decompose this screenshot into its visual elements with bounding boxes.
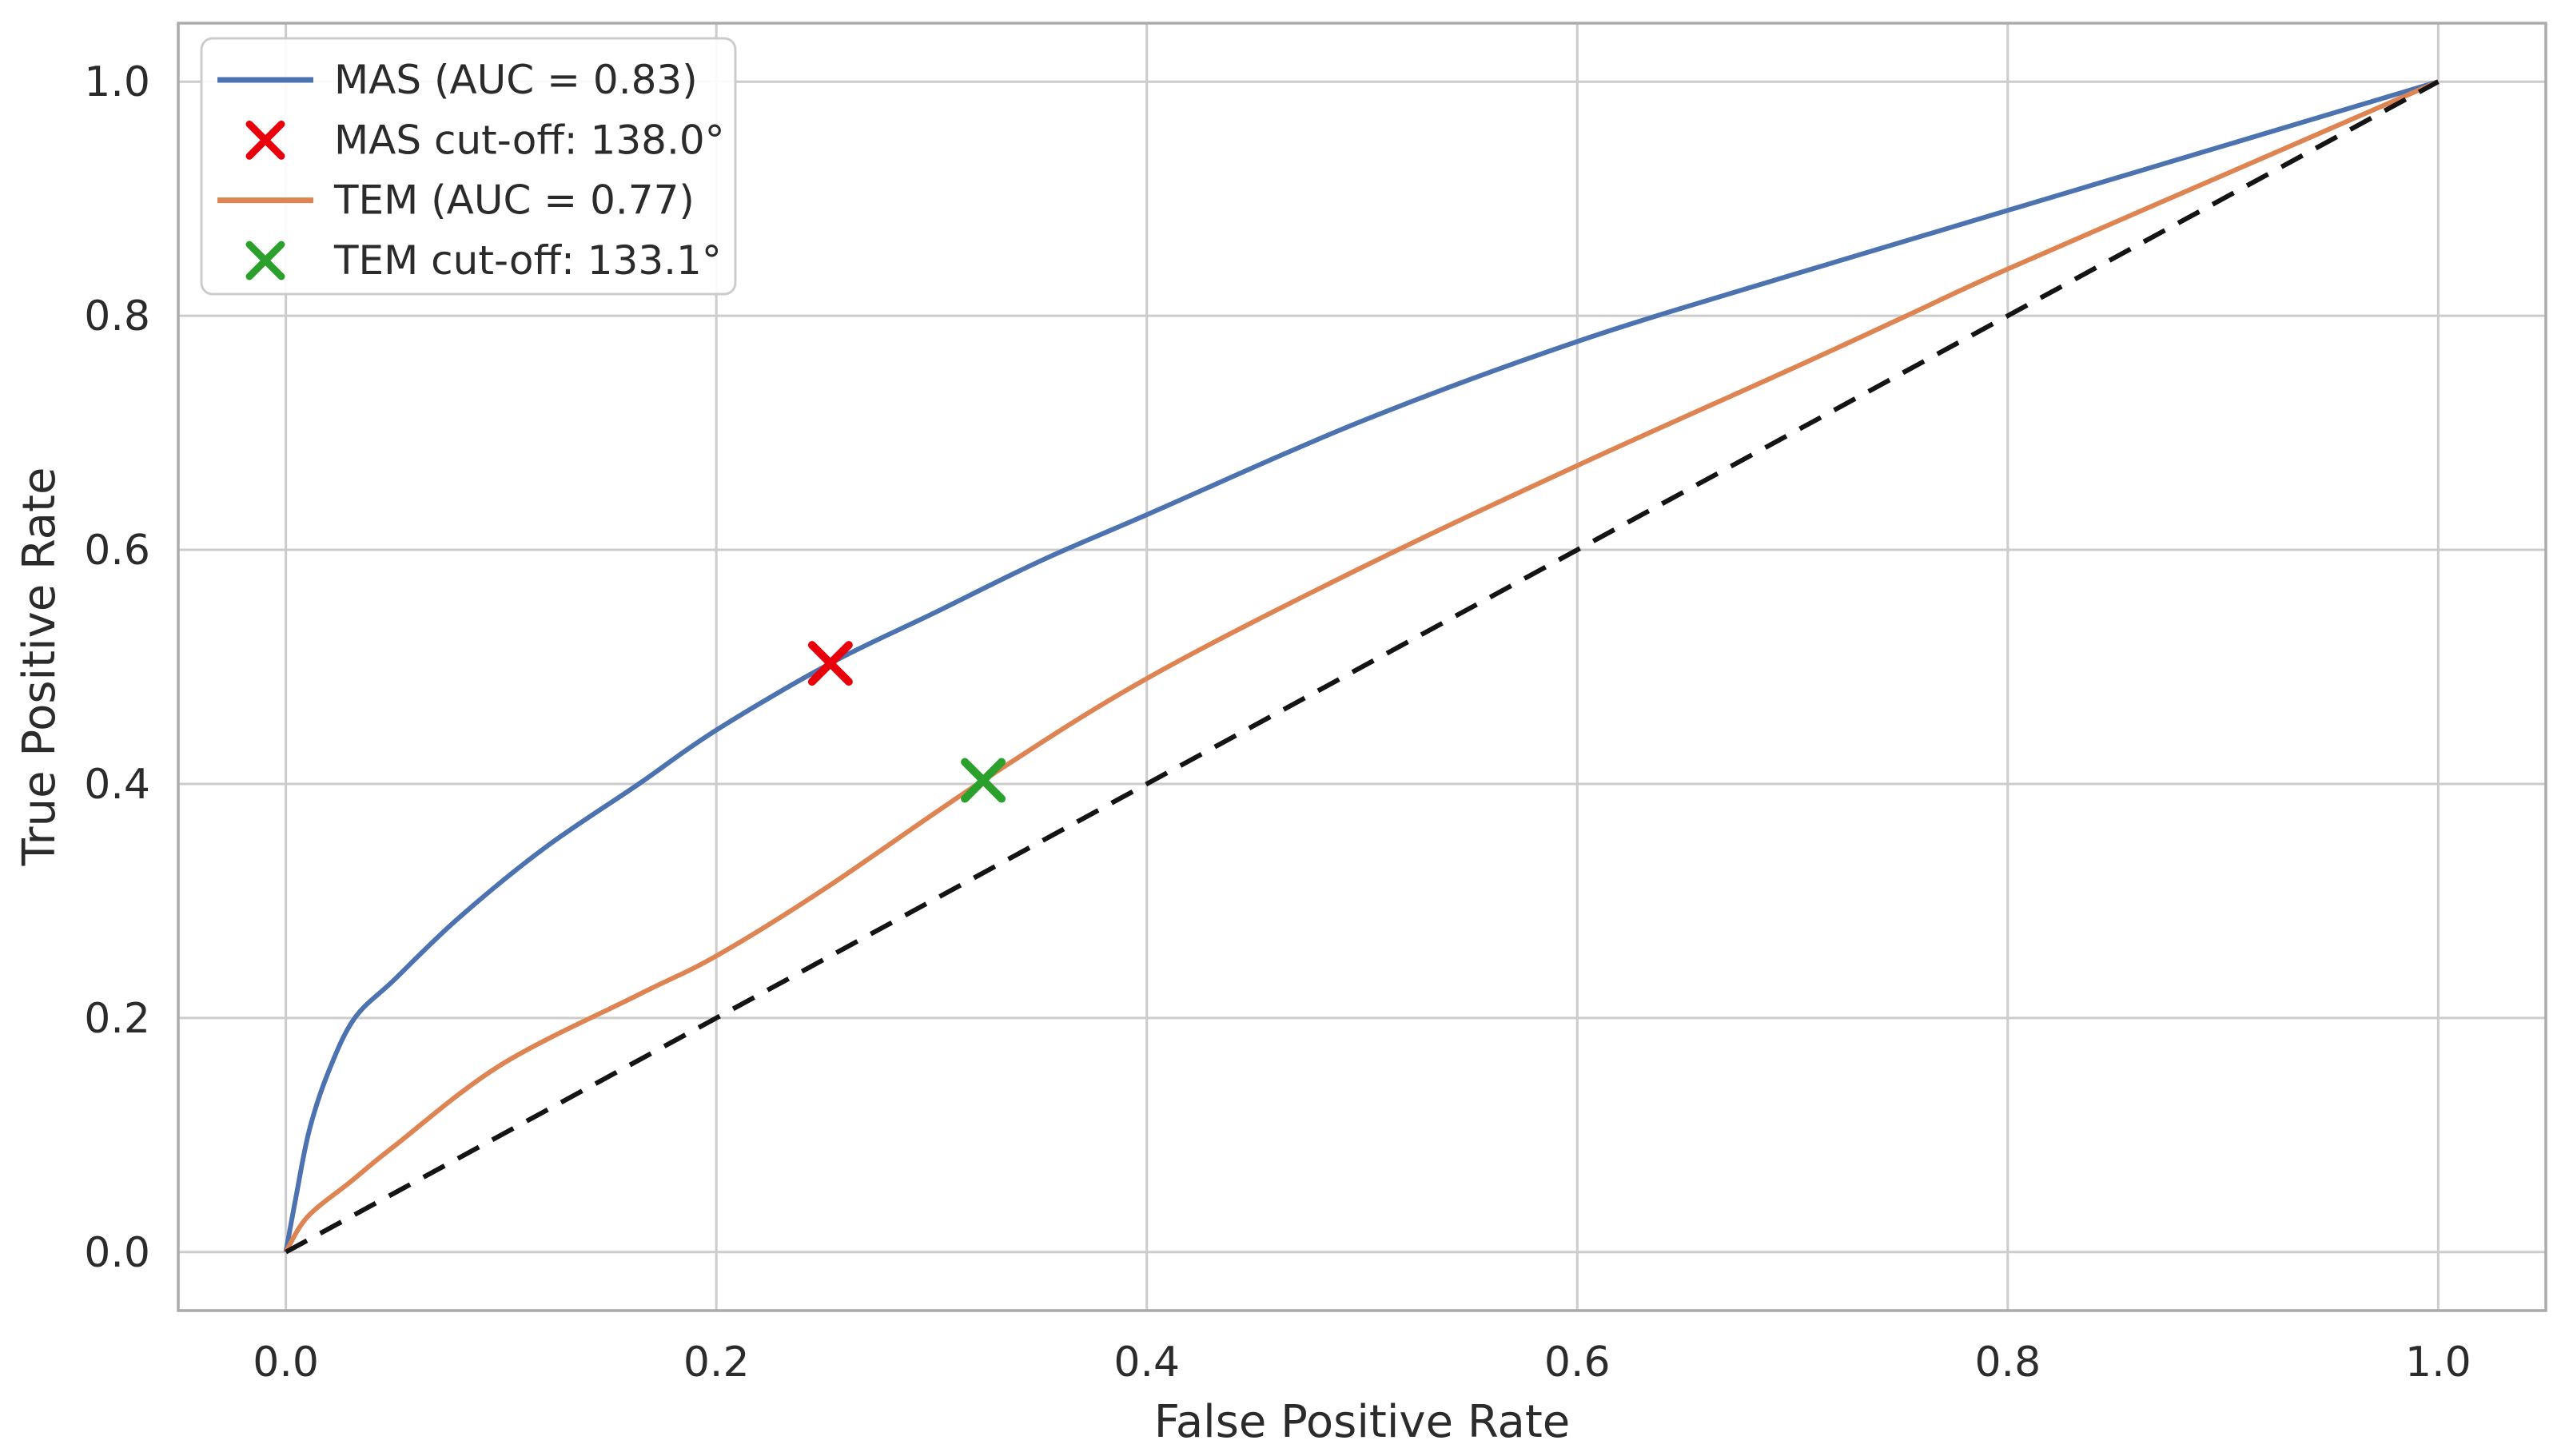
legend-entry: MAS cut-off: 138.0° <box>245 117 725 163</box>
x-axis-tick-label: 1.0 <box>2405 1339 2471 1386</box>
legend-x-marker-icon <box>245 120 285 160</box>
legend-entry: TEM cut-off: 133.1° <box>245 237 722 284</box>
x-axis-tick-label: 0.0 <box>253 1339 319 1386</box>
legend-entry-label: TEM cut-off: 133.1° <box>333 237 722 284</box>
tem-cutoff-marker <box>961 758 1006 803</box>
legend-x-marker-icon-stroke <box>245 241 285 280</box>
tem-curve <box>283 79 2440 1254</box>
y-axis-tick-label: 0.6 <box>84 527 150 575</box>
y-axis-tick-label: 0.4 <box>84 761 150 809</box>
y-axis-tick-label: 0.0 <box>84 1229 150 1277</box>
x-axis-label: False Positive Rate <box>1154 1396 1570 1448</box>
y-axis-tick-label: 0.8 <box>84 292 150 340</box>
curve-layer <box>283 79 2440 1255</box>
x-axis-tick-label: 0.8 <box>1974 1339 2041 1386</box>
mas-cutoff-marker-stroke <box>807 641 853 686</box>
legend-entry-label: TEM (AUC = 0.77) <box>333 177 695 224</box>
y-axis-tick-label: 0.2 <box>84 995 150 1043</box>
y-axis-tick-label: 1.0 <box>84 58 150 106</box>
x-axis-tick-label: 0.6 <box>1544 1339 1611 1386</box>
axes-frame <box>177 22 2547 1312</box>
tick-layer: 0.0 0.2 0.4 0.6 0.8 1.0 0.0 0.2 0.4 0.6 0.8 1.0 <box>84 58 2471 1386</box>
y-axis-label: True Positive Rate <box>14 467 66 867</box>
mas-curve <box>283 79 2440 1253</box>
legend-entry: MAS (AUC = 0.83) <box>217 57 698 103</box>
axes-spines <box>177 22 2547 1312</box>
legend-x-marker-icon <box>245 241 285 280</box>
legend: MAS (AUC = 0.83) MAS cut-off: 138.0° TEM (… <box>200 37 737 296</box>
legend-entry-label: MAS (AUC = 0.83) <box>334 57 698 103</box>
legend-entry: TEM (AUC = 0.77) <box>217 177 695 224</box>
legend-x-marker-icon-stroke <box>245 120 285 160</box>
marker-layer <box>807 641 1006 803</box>
legend-box <box>200 37 737 296</box>
tem-cutoff-marker-stroke <box>961 758 1006 803</box>
legend-entry-label: MAS cut-off: 138.0° <box>334 117 725 163</box>
axis-label-layer: False Positive Rate True Positive Rate <box>14 467 1570 1448</box>
chance-curve <box>285 79 2440 1255</box>
x-axis-tick-label: 0.4 <box>1113 1339 1180 1386</box>
mas-cutoff-marker <box>807 641 853 686</box>
x-axis-tick-label: 0.2 <box>683 1339 750 1386</box>
